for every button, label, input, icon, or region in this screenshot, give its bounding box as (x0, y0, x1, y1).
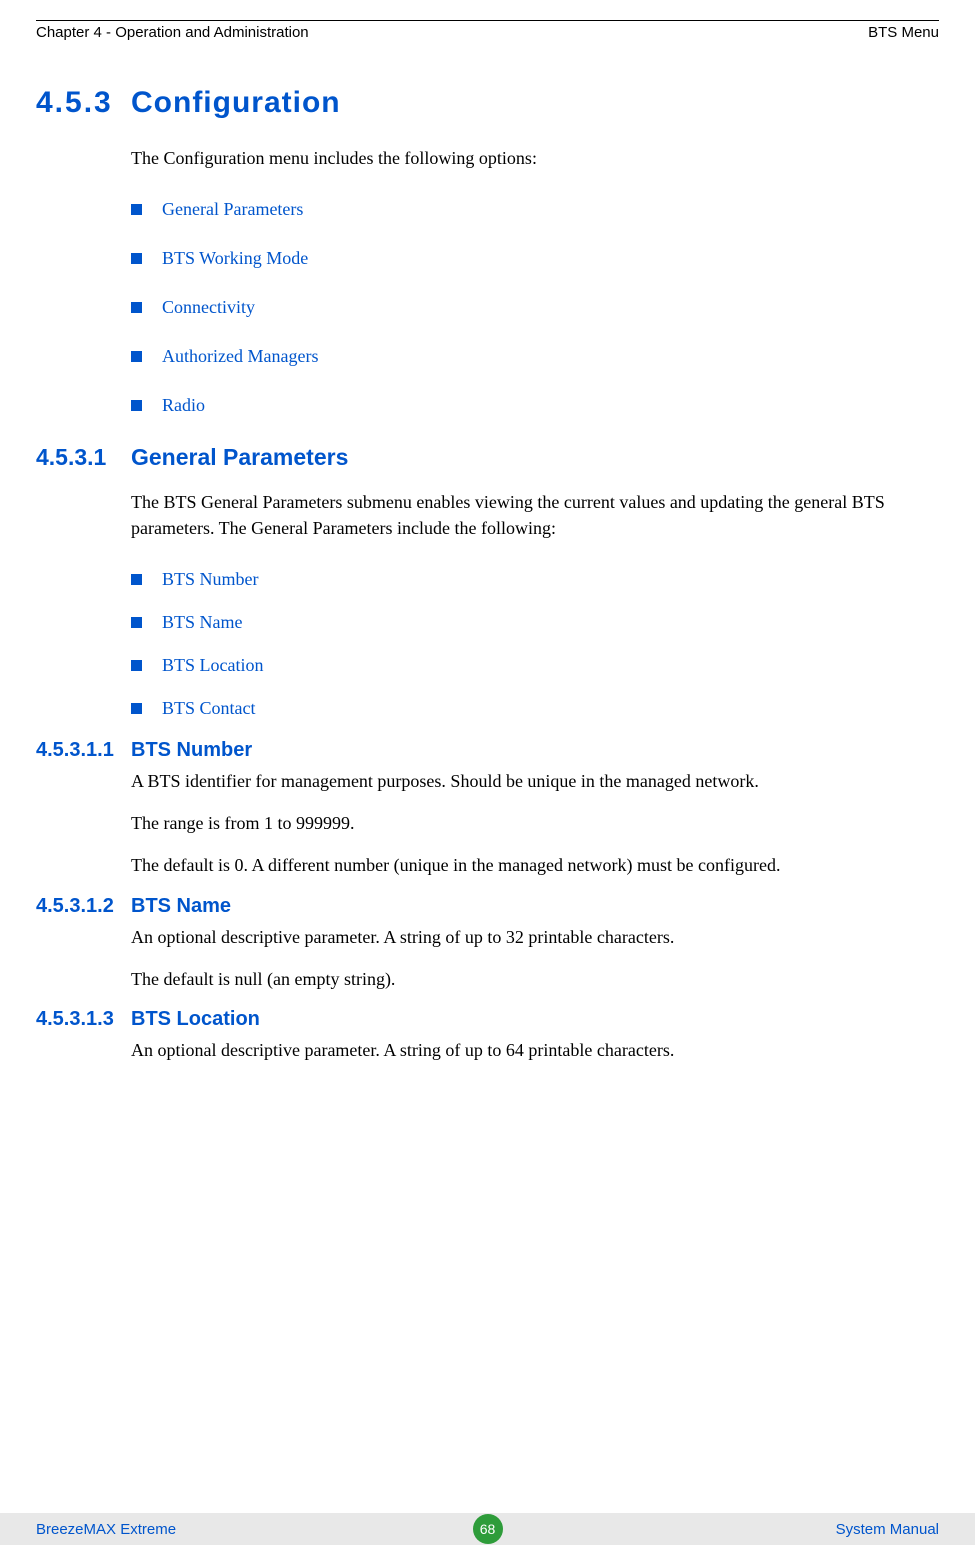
footer-left: BreezeMAX Extreme (36, 1521, 176, 1538)
bullet-label: BTS Number (162, 569, 259, 590)
page-header: Chapter 4 - Operation and Administration… (36, 20, 939, 41)
paragraph: An optional descriptive parameter. A str… (131, 1037, 939, 1063)
section-heading-bts-location: 4.5.3.1.3 BTS Location (36, 1008, 939, 1031)
bullet-square-icon (131, 351, 142, 362)
section-title: BTS Location (131, 1008, 260, 1031)
list-item: Radio (131, 395, 939, 416)
paragraph: A BTS identifier for management purposes… (131, 768, 939, 794)
section-heading-bts-name: 4.5.3.1.2 BTS Name (36, 895, 939, 918)
list-item: General Parameters (131, 199, 939, 220)
section-title: Configuration (131, 86, 341, 120)
section-number: 4.5.3.1.1 (36, 739, 131, 762)
bullet-square-icon (131, 204, 142, 215)
section-number: 4.5.3.1 (36, 444, 131, 471)
section-intro: The BTS General Parameters submenu enabl… (131, 489, 939, 541)
section-intro: The Configuration menu includes the foll… (131, 145, 939, 171)
section-number: 4.5.3.1.3 (36, 1008, 131, 1031)
section-heading-general-parameters: 4.5.3.1 General Parameters (36, 444, 939, 471)
bullet-square-icon (131, 253, 142, 264)
bullet-label: BTS Name (162, 612, 243, 633)
bullet-square-icon (131, 617, 142, 628)
section-number: 4.5.3.1.2 (36, 895, 131, 918)
header-right: BTS Menu (868, 24, 939, 41)
list-item: BTS Name (131, 612, 939, 633)
bullet-label: Radio (162, 395, 205, 416)
bullet-square-icon (131, 703, 142, 714)
section-title: BTS Name (131, 895, 231, 918)
list-item: Authorized Managers (131, 346, 939, 367)
section-number: 4.5.3 (36, 86, 131, 120)
section-title: BTS Number (131, 739, 252, 762)
bullet-square-icon (131, 574, 142, 585)
list-item: Connectivity (131, 297, 939, 318)
section-heading-configuration: 4.5.3 Configuration (36, 86, 939, 120)
bullet-label: BTS Contact (162, 698, 256, 719)
bullet-label: BTS Location (162, 655, 264, 676)
list-item: BTS Working Mode (131, 248, 939, 269)
general-parameters-list: BTS Number BTS Name BTS Location BTS Con… (131, 569, 939, 719)
bullet-label: Authorized Managers (162, 346, 318, 367)
page-number-badge: 68 (473, 1514, 503, 1544)
bullet-square-icon (131, 660, 142, 671)
footer-center: 68 (473, 1514, 503, 1544)
list-item: BTS Number (131, 569, 939, 590)
page-number: 68 (480, 1521, 496, 1537)
bullet-label: General Parameters (162, 199, 303, 220)
section-title: General Parameters (131, 444, 348, 471)
list-item: BTS Contact (131, 698, 939, 719)
paragraph: The default is null (an empty string). (131, 966, 939, 992)
footer-right: System Manual (836, 1521, 939, 1538)
bullet-square-icon (131, 400, 142, 411)
bullet-square-icon (131, 302, 142, 313)
section-heading-bts-number: 4.5.3.1.1 BTS Number (36, 739, 939, 762)
bullet-label: BTS Working Mode (162, 248, 308, 269)
paragraph: An optional descriptive parameter. A str… (131, 924, 939, 950)
bullet-label: Connectivity (162, 297, 255, 318)
paragraph: The range is from 1 to 999999. (131, 810, 939, 836)
list-item: BTS Location (131, 655, 939, 676)
header-left: Chapter 4 - Operation and Administration (36, 24, 309, 41)
paragraph: The default is 0. A different number (un… (131, 852, 939, 878)
configuration-options-list: General Parameters BTS Working Mode Conn… (131, 199, 939, 416)
page-footer: BreezeMAX Extreme 68 System Manual (0, 1513, 975, 1545)
